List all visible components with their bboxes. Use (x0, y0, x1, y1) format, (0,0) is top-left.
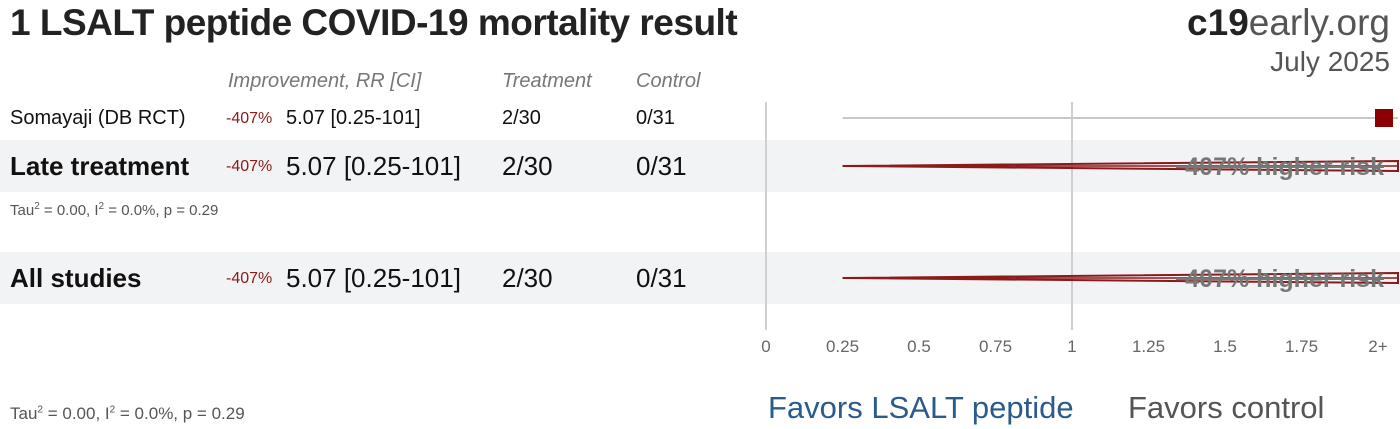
study-treatment: 2/30 (502, 107, 541, 129)
header-treatment: Treatment (502, 70, 592, 92)
brand-part3: .org (1326, 2, 1390, 43)
late-treatment-rr: 5.07 [0.25-101] (286, 151, 461, 181)
late-treatment-stats: Tau2 = 0.00, I2 = 0.0%, p = 0.29 (10, 201, 219, 219)
header-control: Control (636, 70, 701, 92)
study-pct: -407% (226, 110, 273, 127)
all-studies-control: 0/31 (636, 263, 687, 293)
chart-title: 1 LSALT peptide COVID-19 mortality resul… (10, 2, 738, 43)
date-label: July 2025 (1270, 46, 1390, 77)
all-studies-treatment: 2/30 (502, 263, 553, 293)
late-treatment-label: Late treatment (10, 151, 190, 181)
x-tick-label: 1.5 (1213, 337, 1237, 356)
study-point-marker (1375, 109, 1393, 127)
x-tick-label: 0.75 (979, 337, 1012, 356)
overall-stats: Tau2 = 0.00, I2 = 0.0%, p = 0.29 (10, 404, 245, 423)
header-improvement: Improvement, RR [CI] (228, 70, 422, 92)
all-studies-rr: 5.07 [0.25-101] (286, 263, 461, 293)
favors-treatment-label: Favors LSALT peptide (768, 390, 1074, 425)
favors-control-label: Favors control (1128, 390, 1325, 425)
study-control: 0/31 (636, 107, 675, 129)
brand-part1: c19 (1187, 2, 1249, 43)
study-label: Somayaji (DB RCT) (10, 107, 186, 129)
late-treatment-treatment: 2/30 (502, 151, 553, 181)
late-treatment-control: 0/31 (636, 151, 687, 181)
x-tick-label: 1.75 (1285, 337, 1318, 356)
all-studies-pct: -407% (226, 270, 273, 287)
study-rr: 5.07 [0.25-101] (286, 107, 421, 129)
all-studies-label: All studies (10, 263, 142, 293)
brand-part2: early (1248, 2, 1327, 43)
x-tick-label: 0 (761, 337, 770, 356)
late-treatment-pct: -407% (226, 158, 273, 175)
brand-logo[interactable]: c19early.org (1187, 2, 1390, 44)
x-tick-label: 0.25 (826, 337, 859, 356)
x-tick-label: 1 (1067, 337, 1076, 356)
x-tick-label: 2+ (1368, 337, 1387, 356)
x-tick-label: 1.25 (1132, 337, 1165, 356)
x-tick-label: 0.5 (907, 337, 931, 356)
